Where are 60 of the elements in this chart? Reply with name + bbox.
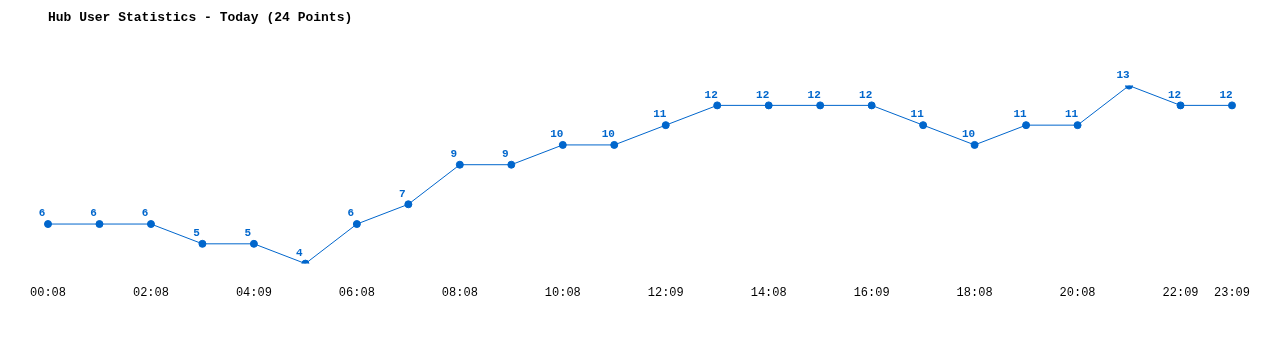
x-tick-label: 14:08 <box>750 285 787 300</box>
data-label: 11 <box>1013 108 1028 121</box>
point <box>764 101 773 110</box>
point <box>713 101 722 110</box>
x-tick-label: 08:08 <box>441 285 478 300</box>
data-label: 10 <box>962 128 976 141</box>
data-label: 11 <box>910 108 925 121</box>
point <box>661 121 670 130</box>
point <box>95 220 104 229</box>
data-label: 11 <box>653 108 667 121</box>
point <box>146 220 155 229</box>
point <box>352 220 361 229</box>
data-label: 6 <box>347 207 355 220</box>
data-label: 5 <box>193 227 201 240</box>
data-label: 6 <box>141 207 149 220</box>
data-label: 13 <box>1116 68 1131 81</box>
x-tick-label: 02:08 <box>132 285 169 300</box>
point <box>249 239 258 248</box>
x-tick-label: 04:09 <box>235 285 272 300</box>
x-tick-label: 22:09 <box>1162 285 1199 300</box>
data-label: 11 <box>1064 108 1079 121</box>
x-tick-label: 18:08 <box>956 285 993 300</box>
data-label: 10 <box>550 128 564 141</box>
data-label: 6 <box>90 207 97 220</box>
data-label: 9 <box>502 147 509 160</box>
point <box>404 200 413 209</box>
x-tick-label: 16:09 <box>853 285 890 300</box>
point <box>198 239 207 248</box>
x-tick-label: 12:09 <box>647 285 684 300</box>
data-label: 4 <box>296 246 304 259</box>
point <box>455 160 464 169</box>
data-label: 12 <box>756 88 770 101</box>
point <box>1022 121 1031 130</box>
point <box>507 160 516 169</box>
x-tick-label: 23:09 <box>1213 285 1251 300</box>
point <box>919 121 928 130</box>
point <box>816 101 825 110</box>
x-tick-label: 10:08 <box>544 285 581 300</box>
data-label: 10 <box>601 128 615 141</box>
data-label: 5 <box>244 227 252 240</box>
data-label: 12 <box>704 88 718 101</box>
point <box>558 140 567 149</box>
data-label: 12 <box>859 88 873 101</box>
point <box>1228 101 1236 110</box>
x-tick-label: 20:08 <box>1059 285 1096 300</box>
data-label: 12 <box>1167 88 1182 101</box>
x-tick-label: 00:08 <box>29 285 67 300</box>
data-label: 12 <box>807 88 821 101</box>
data-label: 6 <box>38 207 46 220</box>
data-label: 7 <box>399 187 406 200</box>
point <box>1073 121 1082 130</box>
point <box>44 220 52 229</box>
x-tick-label: 06:08 <box>338 285 375 300</box>
point <box>1176 101 1185 110</box>
point <box>970 140 979 149</box>
point <box>610 140 619 149</box>
chart-title: Hub User Statistics - Today (24 Points) <box>48 10 353 26</box>
point <box>867 101 876 110</box>
data-label: 12 <box>1219 88 1233 101</box>
data-label: 9 <box>450 147 458 160</box>
